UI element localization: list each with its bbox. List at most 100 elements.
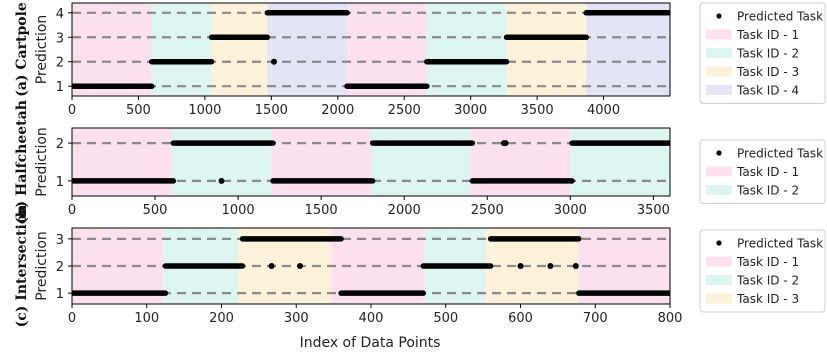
task-segment [267,3,348,96]
legend: Predicted Task Task ID - 1 Task ID - 2 Task… [699,229,826,313]
legend-swatch [706,85,732,95]
chart-panel-3: 0 100 200 300 400 500 600 700 800 1 2 3 Prediction(c… [14,205,826,328]
legend-swatch [706,256,732,267]
predicted-point [547,263,554,269]
task-segment [347,3,427,96]
legend-swatch [706,275,732,285]
x-tick-label: 0 [68,311,76,326]
task-background [72,3,670,96]
x-tick-label: 500 [433,311,458,326]
x-tick-label: 1500 [305,203,338,218]
chart-panels: 0 500 1000 1500 2000 2500 3000 3500 40001234Pred… [14,2,826,328]
legend-label: Predicted Task [737,10,823,24]
x-tick-label: 500 [143,203,168,218]
x-tick-label: 200 [209,311,234,326]
task-segment [506,3,587,96]
legend-label: Task ID - 1 [736,28,799,42]
legend-swatch [706,185,732,195]
y-tick-label: 3 [56,233,64,248]
x-tick-label: 1500 [255,103,288,118]
x-tick-label: 2000 [321,103,354,118]
task-segment [371,128,471,196]
legend-swatch [706,293,732,304]
predicted-point [268,263,275,269]
legend-marker-predicted [716,13,722,19]
row-label: (c) Intersection [14,205,30,328]
x-tick-label: 3500 [637,203,670,218]
task-segment [211,3,268,96]
legend-label: Task ID - 2 [736,274,799,288]
y-axis-label: Prediction [34,231,50,301]
x-tick-label: 500 [126,103,151,118]
x-tick-label: 1000 [188,103,221,118]
task-segment [271,128,371,196]
predicted-task-series [72,236,670,296]
legend-box [699,229,826,313]
task-segment [586,3,670,96]
y-tick-label: 4 [56,7,64,22]
chart-panel-2: 0 500 1000 1500 2000 2500 3000 3500 1 2 Prediction… [14,100,826,224]
y-tick-label: 2 [56,260,64,275]
x-tick-label: 800 [658,311,683,326]
legend-label: Task ID - 4 [736,84,799,98]
x-tick-label: 100 [134,311,159,326]
x-tick-label: 0 [68,103,76,118]
legend-marker-predicted [716,240,722,246]
y-tick-label: 1 [56,80,64,95]
predicted-point [517,263,524,269]
x-tick-label: 400 [359,311,384,326]
x-tick-label: 1000 [222,203,255,218]
y-tick-label: 1 [56,287,64,302]
task-segment [72,3,152,96]
plot-frame [71,2,671,97]
predicted-task-series [72,10,670,89]
legend-swatch [706,66,732,77]
x-tick-label: 2500 [471,203,504,218]
task-segment [426,3,507,96]
task-background [72,128,670,196]
y-tick-label: 2 [56,56,64,71]
legend-label: Predicted Task [737,237,823,251]
legend-label: Predicted Task [737,147,823,161]
x-tick-label: 300 [284,311,309,326]
predicted-point [218,177,225,184]
legend-marker-predicted [716,150,722,156]
x-tick-label: 4000 [587,103,620,118]
chart-panel-1: 0 500 1000 1500 2000 2500 3000 3500 4000 1 2 3 4 Pred… [14,2,826,118]
row-label: (b) Halfcheetah [14,100,30,224]
legend-label: Task ID - 2 [736,184,799,198]
y-axis-label: Prediction [34,15,50,85]
legend-label: Task ID - 3 [736,65,799,79]
task-segment [171,128,272,196]
row-label: (a) Cartpole [14,2,30,97]
predicted-point [572,263,579,269]
legend: Predicted Task Task ID - 1 Task ID - 2 Task… [699,2,826,104]
legend-label: Task ID - 3 [736,292,799,306]
y-tick-label: 1 [56,175,64,190]
legend-box [699,2,826,104]
y-axis-label: Prediction [34,127,50,197]
legend-label: Task ID - 2 [736,47,799,61]
y-tick-label: 2 [56,137,64,152]
predicted-point [502,140,509,147]
legend-swatch [706,166,732,177]
legend-swatch [706,29,732,40]
x-axis-label: Index of Data Points [300,335,441,351]
task-segment [570,128,670,196]
legend: Predicted Task Task ID - 1 Task ID - 2 [699,139,826,204]
legend-label: Task ID - 1 [736,165,799,179]
x-tick-label: 3000 [454,103,487,118]
task-segment [151,3,212,96]
x-tick-label: 3000 [554,203,587,218]
legend-label: Task ID - 1 [736,255,799,269]
predicted-point [270,58,277,65]
x-tick-label: 2000 [388,203,421,218]
x-tick-label: 3500 [521,103,554,118]
task-segment [72,128,172,196]
x-tick-label: 0 [68,203,76,218]
x-tick-label: 600 [508,311,533,326]
y-tick-label: 3 [56,31,64,46]
x-tick-label: 700 [583,311,608,326]
predicted-point [296,263,303,269]
task-segment [470,128,571,196]
